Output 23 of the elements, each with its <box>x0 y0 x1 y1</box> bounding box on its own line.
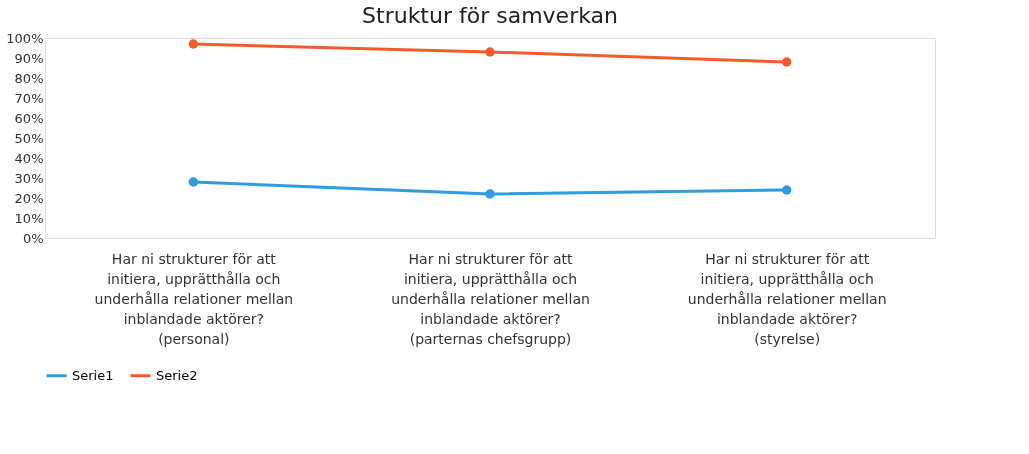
x-tick-label: Har ni strukturer för att initiera, upprätthålla och underhålla relationer mellan inblandade aktörer? (styrelse) <box>687 250 887 347</box>
point <box>188 39 199 49</box>
legend-label: Serie2 <box>156 367 198 383</box>
point <box>188 177 199 187</box>
legend-label: Serie1 <box>72 367 114 383</box>
y-tick-label: 70% <box>14 90 44 106</box>
y-tick-label: 90% <box>14 50 44 66</box>
y-tick-label: 50% <box>14 130 44 146</box>
chart-title: Struktur för samverkan <box>362 3 618 28</box>
y-tick-label: 20% <box>14 190 44 206</box>
point <box>485 189 495 199</box>
y-tick-label: 10% <box>14 210 44 226</box>
y-tick-label: 40% <box>14 150 44 166</box>
y-tick-label: 80% <box>14 70 44 86</box>
point <box>781 57 792 67</box>
x-tick-label: Har ni strukturer för att initiera, upprätthålla och underhålla relationer mellan inblandade aktörer? (personal) <box>94 250 294 347</box>
point <box>485 47 495 57</box>
y-tick-label: 0% <box>22 230 44 246</box>
y-tick-label: 30% <box>14 170 44 186</box>
point <box>781 185 792 195</box>
y-tick-label: 100% <box>6 30 44 46</box>
x-tick-label: Har ni strukturer för att initiera, upprätthålla och underhålla relationer mellan inblandade aktörer? (parternas chefsgrupp) <box>391 250 590 347</box>
y-tick-label: 60% <box>14 110 44 126</box>
